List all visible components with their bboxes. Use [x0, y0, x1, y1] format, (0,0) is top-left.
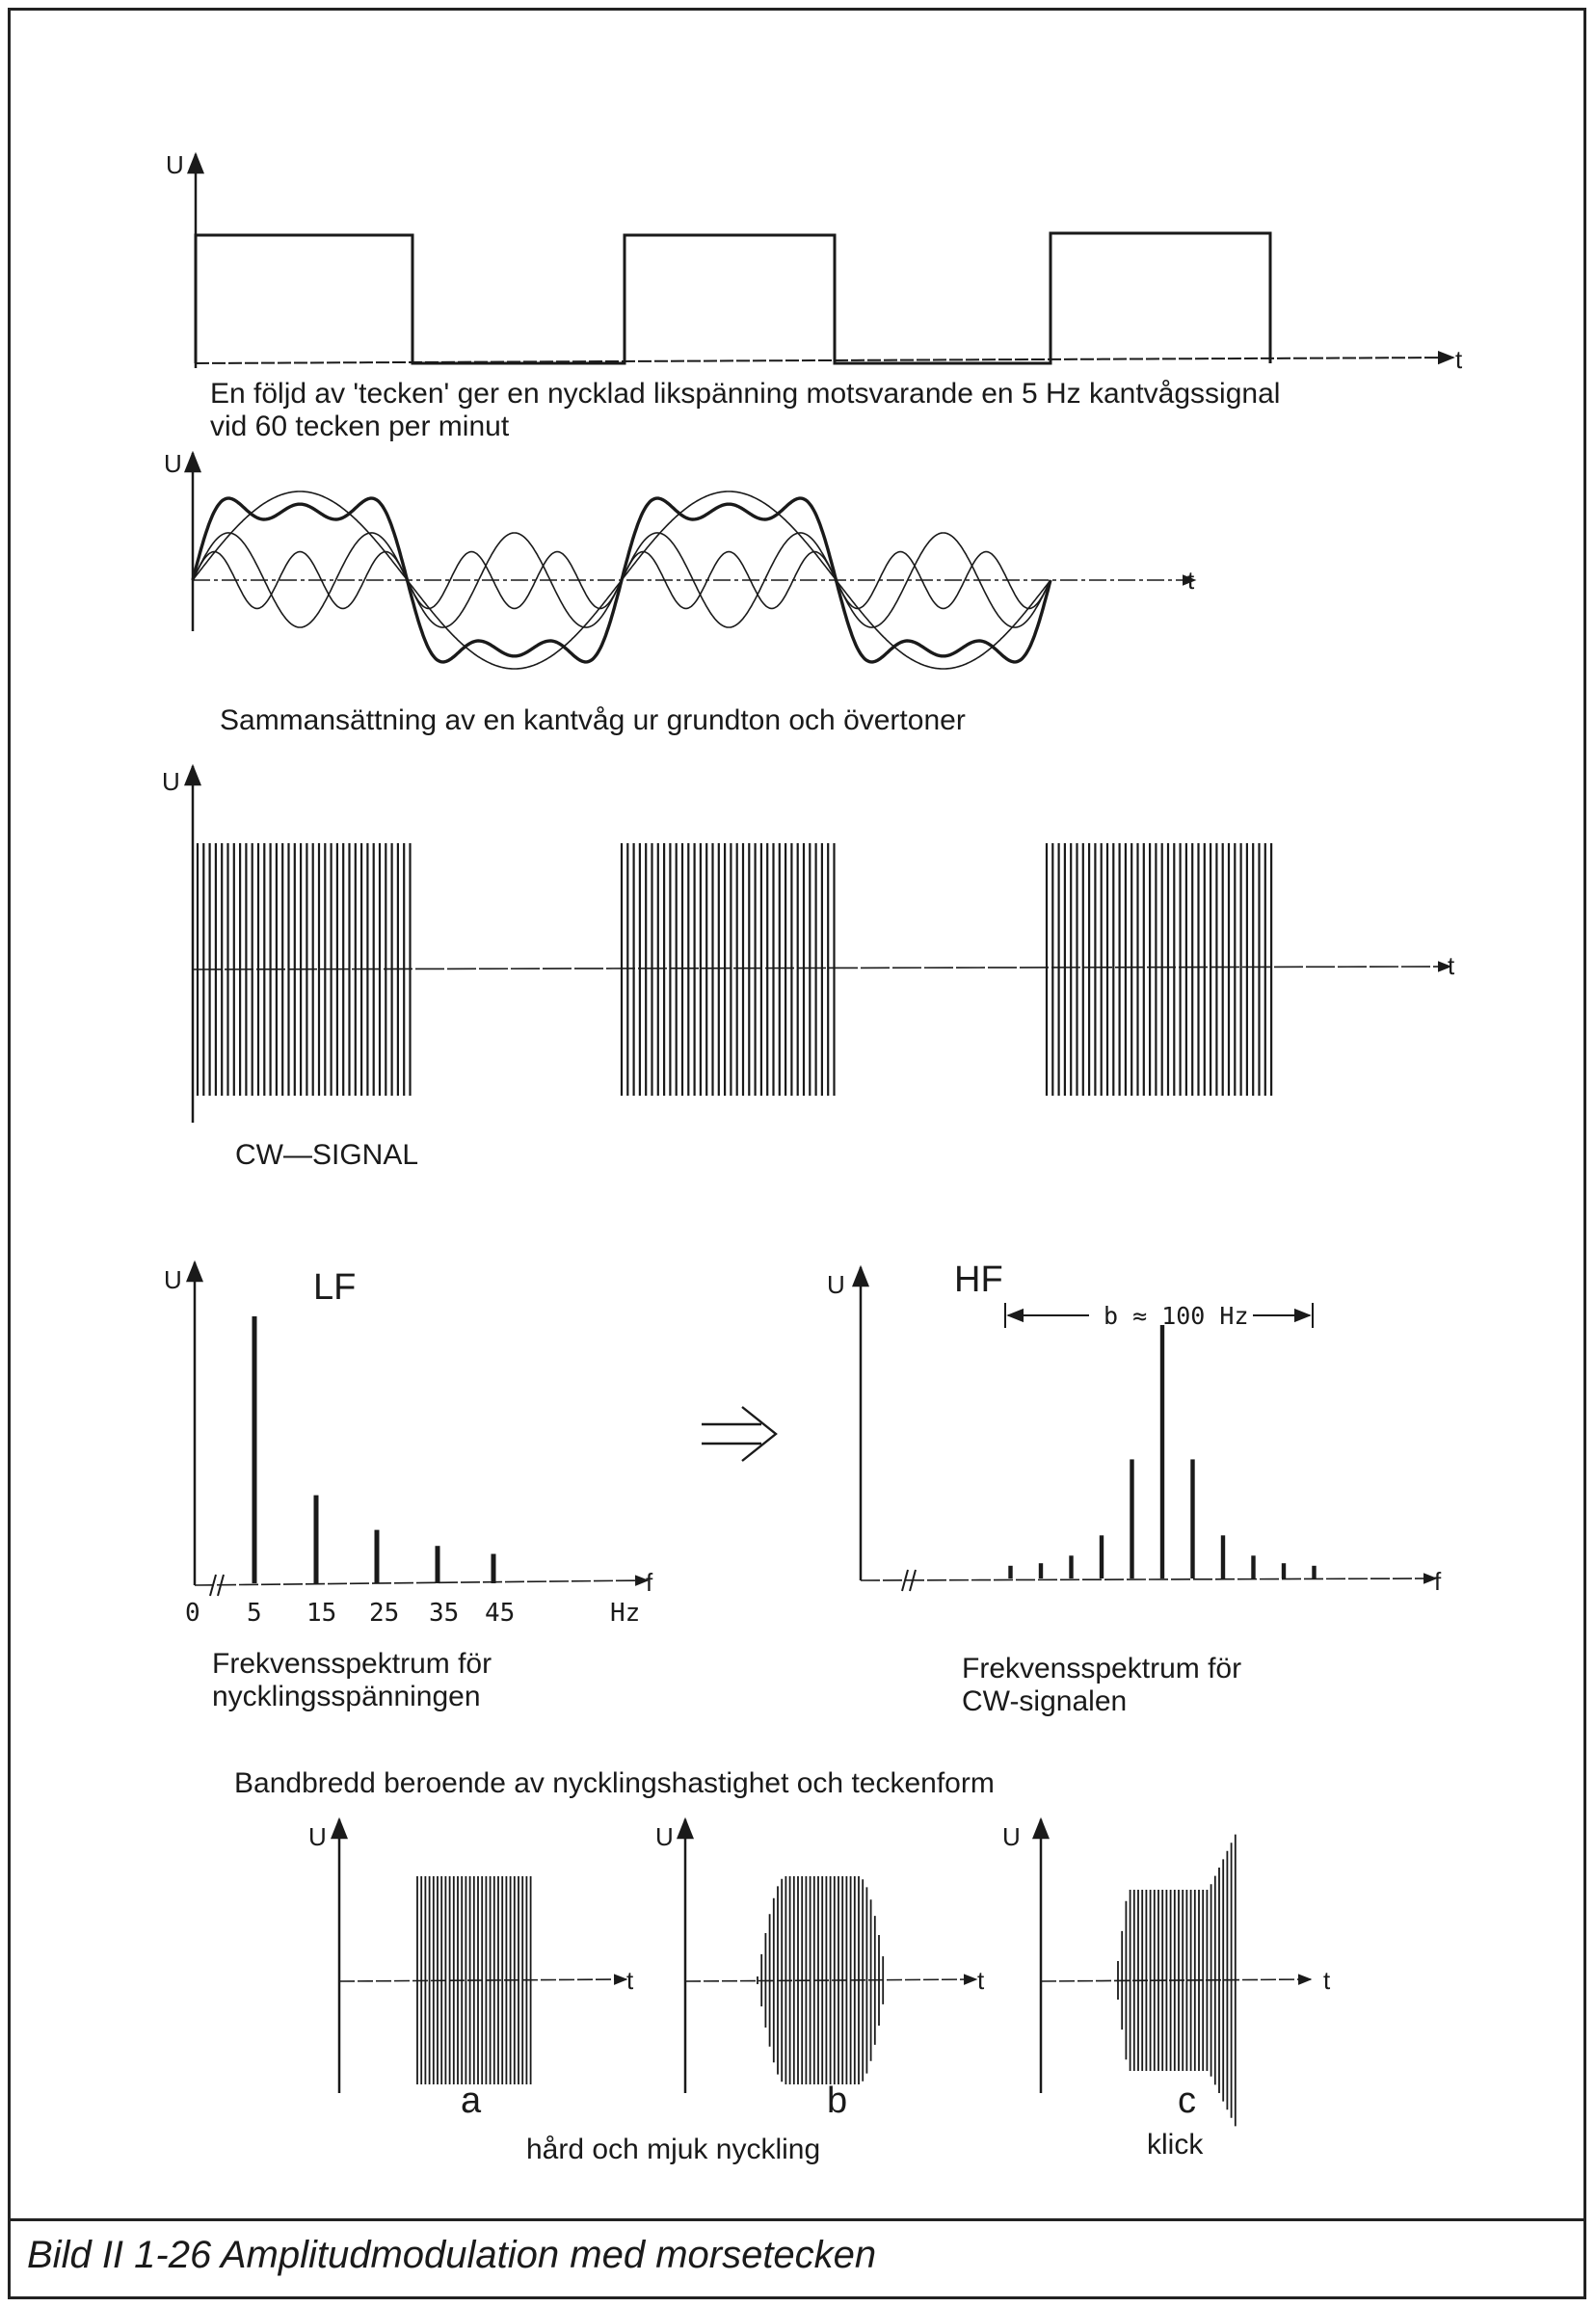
hf-line-6	[1190, 1459, 1195, 1578]
hf-line-3	[1099, 1535, 1104, 1578]
u-axis-label-a: U	[308, 1822, 327, 1851]
hf-line-10	[1312, 1565, 1317, 1578]
keying-burst-a	[416, 1876, 532, 2084]
caption-ab: hård och mjuk nyckling	[526, 2134, 820, 2165]
caption-line-2: nycklingsspänningen	[212, 1681, 481, 1712]
tick-label-35: 35	[429, 1599, 459, 1628]
lf-line-5	[252, 1316, 257, 1583]
hf-line-5	[1159, 1325, 1165, 1578]
panel-fourier-synthesis: U t Sammansättning av en kantvåg ur grun…	[164, 449, 1197, 736]
t-axis-a	[338, 1974, 628, 1985]
sublabel-b: b	[827, 2081, 847, 2121]
t-axis-label-b: t	[977, 1966, 985, 1995]
caption-text: Sammansättning av en kantvåg ur grundton…	[220, 704, 966, 736]
implies-arrow-icon	[702, 1406, 778, 1462]
f-axis	[194, 1575, 650, 1586]
u-axis-label: U	[164, 1265, 182, 1294]
panel-lf-spectrum: U LF f 0 5 15 25 35 45 Hz Frekvensspektrum för…	[164, 1260, 653, 1712]
cw-bursts	[196, 843, 1273, 1096]
axis-break-mark	[209, 1574, 217, 1597]
tick-label-0: 0	[185, 1599, 200, 1628]
sublabel-a: a	[461, 2081, 482, 2121]
panel-keying-shapes: Bandbredd beroende av nycklingshastighet…	[234, 1767, 1331, 2165]
t-axis-b	[684, 1974, 978, 1985]
f-axis	[860, 1573, 1438, 1584]
figure-caption: Bild II 1-26 Amplitudmodulation med mors…	[27, 2234, 877, 2276]
caption-line-2: vid 60 tecken per minut	[210, 411, 510, 442]
hf-spectral-lines	[1008, 1325, 1317, 1578]
sublabel-c: c	[1178, 2081, 1196, 2121]
t-axis-label: t	[1455, 345, 1463, 374]
lf-tick-labels: 0 5 15 25 35 45 Hz	[185, 1599, 640, 1628]
keying-burst-b	[757, 1876, 885, 2084]
t-axis-label-c: t	[1323, 1966, 1331, 1995]
panel-hf-spectrum: U HF f b ≈ 100 Hz Frekvensspektrum för C…	[827, 1260, 1442, 1717]
caption-text: CW—SIGNAL	[235, 1139, 418, 1171]
keying-heading: Bandbredd beroende av nycklingshastighet…	[234, 1767, 995, 1799]
hf-line-8	[1251, 1555, 1256, 1578]
tick-label-5: 5	[247, 1599, 262, 1628]
keying-burst-c	[1117, 1834, 1237, 2127]
f-axis-label: f	[646, 1568, 653, 1597]
t-axis	[195, 350, 1455, 365]
tick-label-Hz: Hz	[610, 1599, 640, 1628]
hf-title: HF	[954, 1260, 1003, 1300]
hf-line-1	[1038, 1563, 1044, 1578]
axis-break-mark	[217, 1574, 225, 1597]
u-axis-label-b: U	[655, 1822, 674, 1851]
hf-line-4	[1130, 1459, 1134, 1578]
sum-wave	[191, 496, 1052, 664]
square-wave-trace	[194, 231, 1272, 365]
panel-cw-signal: U t CW—SIGNAL	[162, 763, 1455, 1171]
lf-line-25	[374, 1529, 380, 1583]
u-axis-label: U	[164, 449, 182, 478]
tick-label-25: 25	[369, 1599, 399, 1628]
panel-square-wave: U t En följd av 'tecken' ger en nycklad …	[166, 150, 1463, 442]
u-axis-label: U	[827, 1270, 845, 1299]
lf-title: LF	[313, 1267, 356, 1308]
caption-c: klick	[1147, 2129, 1204, 2161]
t-axis-label: t	[1187, 566, 1195, 595]
figure-frame	[8, 8, 1586, 2299]
axis-break-mark	[901, 1569, 909, 1592]
axis-break-mark	[909, 1569, 917, 1592]
t-axis-label: t	[1448, 951, 1455, 980]
caption-line-1: En följd av 'tecken' ger en nycklad liks…	[210, 378, 1280, 410]
u-axis-label: U	[166, 150, 184, 179]
t-axis-c	[1040, 1974, 1313, 1985]
lf-spectral-lines	[252, 1316, 496, 1583]
u-axis-label: U	[162, 767, 180, 796]
lf-line-45	[491, 1553, 496, 1583]
t-axis-label-a: t	[626, 1966, 634, 1995]
hf-line-0	[1008, 1565, 1013, 1578]
lf-line-15	[313, 1495, 319, 1583]
hf-line-9	[1281, 1563, 1287, 1578]
hf-line-7	[1220, 1535, 1226, 1578]
caption-line-1: Frekvensspektrum för	[962, 1653, 1241, 1684]
hf-line-2	[1069, 1555, 1074, 1578]
lf-line-35	[435, 1546, 440, 1583]
bandwidth-label: b ≈ 100 Hz	[1104, 1302, 1249, 1330]
caption-line-1: Frekvensspektrum för	[212, 1648, 492, 1680]
caption-line-2: CW-signalen	[962, 1685, 1127, 1717]
u-axis-label-c: U	[1002, 1822, 1021, 1851]
f-axis-label: f	[1434, 1567, 1442, 1596]
tick-label-15: 15	[306, 1599, 336, 1628]
tick-label-45: 45	[485, 1599, 515, 1628]
caption-divider	[8, 2218, 1586, 2221]
